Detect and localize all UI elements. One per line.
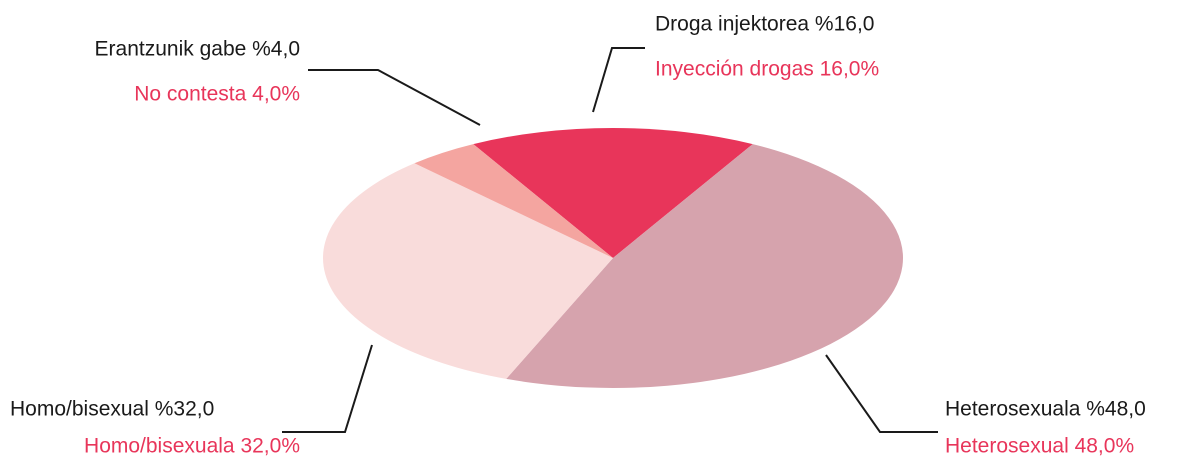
leader-line <box>592 47 645 113</box>
leader-line <box>282 344 373 433</box>
pie-slice <box>506 144 903 388</box>
slice-label-es: Heterosexual 48,0% <box>945 435 1134 458</box>
slice-label: Erantzunik gabe %4,0 <box>95 38 300 61</box>
leader-line <box>825 354 938 433</box>
pie-slice <box>414 144 613 258</box>
slice-label: Heterosexuala %48,0 <box>945 398 1146 421</box>
leader-line <box>308 69 481 126</box>
slice-label: Homo/bisexual %32,0 <box>10 398 214 421</box>
pie-slice <box>322 163 613 379</box>
slice-label-es: Inyección drogas 16,0% <box>655 58 879 81</box>
slice-label-es: No contesta 4,0% <box>134 83 300 106</box>
pie-slice <box>473 128 753 258</box>
slice-label-es: Homo/bisexuala 32,0% <box>84 435 300 458</box>
slice-label: Droga injektorea %16,0 <box>655 13 874 36</box>
